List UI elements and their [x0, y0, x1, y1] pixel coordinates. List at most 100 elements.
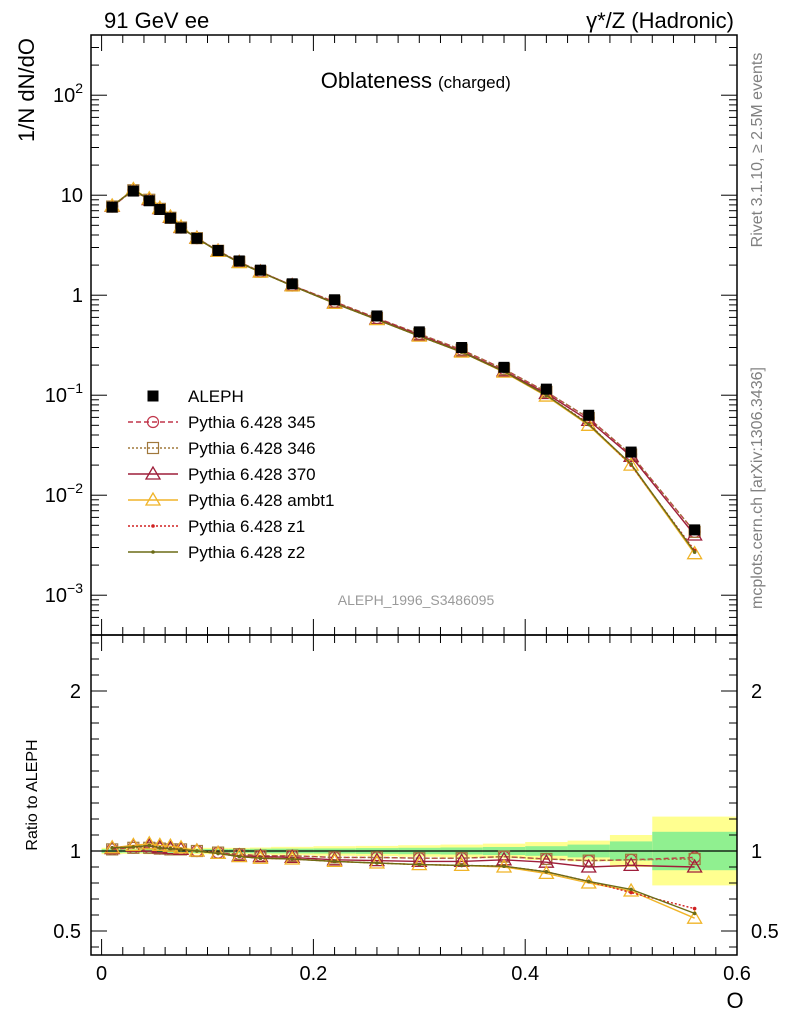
ratio-marker-pythia-6-428-ambt1: [104, 839, 121, 854]
ratio-y-tick-label-left: 0.5: [53, 921, 81, 943]
x-tick-label: 0.2: [299, 963, 327, 985]
main-y-tick-label: 10: [61, 185, 83, 207]
ratio-marker-pythia-6-428-z2: [195, 849, 199, 853]
legend-label-pythia-6-428-z1: Pythia 6.428 z1: [188, 517, 305, 536]
main-marker-aleph: [106, 201, 118, 213]
x-tick-label: 0.4: [511, 963, 539, 985]
x-axis-label: O: [726, 988, 743, 1013]
ratio-marker-pythia-6-428-z2: [290, 857, 295, 861]
legend-label-pythia-6-428-ambt1: Pythia 6.428 ambt1: [188, 491, 334, 510]
main-marker-aleph: [286, 278, 298, 290]
main-y-tick-label: 102: [53, 80, 83, 107]
ratio-series-layer: [104, 835, 703, 924]
ratio-marker-pythia-6-428-ambt1: [686, 909, 703, 924]
main-y-tick-labels: 10−3 10−2 10−1 1 10 102: [45, 80, 83, 607]
x-tick-labels: 0 0.2 0.4 0.6: [96, 963, 751, 985]
main-marker-aleph: [233, 255, 245, 267]
ratio-marker-pythia-6-428-ambt1: [162, 837, 179, 852]
ratio-marker-pythia-6-428-z2: [216, 851, 220, 856]
ratio-marker-pythia-6-428-z1: [629, 890, 633, 895]
ratio-marker-pythia-6-428-z2: [168, 846, 173, 851]
ratio-marker-pythia-6-428-z2: [147, 843, 152, 848]
main-y-tick-label: 10−1: [45, 380, 83, 407]
ratio-marker-pythia-6-428-346: [688, 852, 701, 866]
main-marker-aleph: [689, 524, 701, 536]
main-y-tick-label: 1: [72, 285, 83, 307]
ratio-marker-pythia-6-428-370: [368, 852, 386, 867]
main-marker-aleph: [164, 212, 176, 224]
main-marker-aleph: [143, 195, 155, 207]
main-marker-aleph: [212, 244, 224, 256]
ratio-marker-pythia-6-428-z2: [692, 911, 697, 916]
main-marker-pythia-6-428-z2: [629, 462, 633, 466]
main-series-layer: [104, 181, 703, 560]
ratio-axis-ticks: [91, 635, 738, 955]
main-marker-aleph: [625, 446, 637, 458]
ratio-y-tick-label-right: 0.5: [751, 921, 779, 943]
legend-marker-pythia-6-428-346: [146, 441, 160, 455]
ratio-marker-pythia-6-428-z2: [417, 862, 422, 867]
ratio-marker-pythia-6-428-ambt1: [411, 856, 428, 871]
ratio-y-tick-label-right: 1: [751, 841, 762, 863]
legend-marker-pythia-6-428-345: [146, 415, 160, 429]
legend-marker-pythia-6-428-ambt1: [144, 491, 162, 506]
ratio-marker-pythia-6-428-370: [411, 853, 428, 868]
ratio-marker-pythia-6-428-346: [497, 850, 511, 863]
main-marker-pythia-6-428-ambt1: [686, 545, 703, 560]
legend-label-pythia-6-428-346: Pythia 6.428 346: [188, 439, 316, 458]
main-title-text: Oblateness: [321, 68, 432, 93]
ratio-marker-pythia-6-428-346: [582, 854, 595, 867]
ratio-marker-pythia-6-428-z2: [158, 846, 162, 850]
main-marker-aleph: [498, 361, 510, 373]
ratio-marker-pythia-6-428-370: [686, 858, 703, 873]
ratio-marker-pythia-6-428-z2: [131, 845, 136, 849]
main-marker-aleph: [540, 383, 552, 395]
ratio-marker-pythia-6-428-ambt1: [252, 849, 269, 864]
ratio-marker-pythia-6-428-ambt1: [453, 857, 470, 872]
legend-label-pythia-6-428-z2: Pythia 6.428 z2: [188, 543, 305, 562]
ratio-marker-pythia-6-428-370: [580, 858, 597, 873]
ratio-y-axis-label: Ratio to ALEPH: [24, 739, 41, 850]
ratio-marker-pythia-6-428-370: [326, 851, 343, 866]
ratio-marker-pythia-6-428-370: [622, 857, 640, 872]
main-marker-aleph: [583, 409, 595, 421]
header-right-title: γ*/Z (Hadronic): [586, 8, 734, 33]
ratio-marker-pythia-6-428-ambt1: [172, 839, 190, 854]
ratio-y-tick-label-right: 2: [751, 681, 762, 703]
legend-label-pythia-6-428-370: Pythia 6.428 370: [188, 465, 316, 484]
ratio-marker-pythia-6-428-ambt1: [125, 837, 142, 852]
ratio-marker-pythia-6-428-346: [540, 852, 553, 866]
ratio-marker-pythia-6-428-z2: [375, 861, 379, 865]
ratio-marker-pythia-6-428-z2: [110, 846, 114, 850]
mcplots-label: mcplots.cern.ch [arXiv:1306.3436]: [749, 367, 766, 609]
main-marker-pythia-6-428-z2: [692, 550, 697, 554]
ratio-marker-pythia-6-428-z2: [502, 864, 506, 868]
ratio-marker-pythia-6-428-ambt1: [284, 850, 301, 865]
ratio-marker-pythia-6-428-370: [252, 848, 269, 863]
main-title-subtitle: (charged): [438, 73, 511, 92]
ratio-y-tick-labels: 0.5 0.5 1 1 2 2: [53, 681, 779, 943]
legend-marker-pythia-6-428-z2: [151, 550, 155, 554]
ratio-line-pythia-6-428-346: [112, 847, 695, 862]
main-marker-aleph: [413, 326, 425, 338]
ratio-marker-pythia-6-428-z2: [544, 870, 549, 874]
ratio-marker-pythia-6-428-z2: [459, 863, 464, 868]
ratio-marker-pythia-6-428-z2: [629, 887, 633, 892]
legend-marker-pythia-6-428-z1: [151, 524, 155, 528]
ratio-marker-pythia-6-428-z1: [692, 906, 697, 911]
main-title: Oblateness (charged): [321, 68, 511, 93]
ratio-marker-pythia-6-428-z2: [258, 856, 263, 860]
ratio-marker-pythia-6-428-370: [284, 849, 301, 864]
main-y-axis-label: 1/N dN/dO: [14, 38, 39, 142]
main-y-tick-label: 10−2: [45, 480, 83, 507]
legend-marker-pythia-6-428-370: [144, 465, 162, 480]
reference-tag: ALEPH_1996_S3486095: [338, 592, 495, 608]
ratio-y-tick-label-left: 2: [70, 681, 81, 703]
x-tick-label: 0: [96, 963, 107, 985]
ratio-marker-pythia-6-428-ambt1: [141, 835, 158, 850]
ratio-panel: 0.5 0.5 1 1 2 2 0 0.2 0.4 0.6 Ratio to ALEPH O: [24, 634, 779, 1013]
legend-label-aleph: ALEPH: [188, 387, 244, 406]
main-marker-aleph: [329, 294, 341, 306]
ratio-marker-pythia-6-428-ambt1: [326, 853, 343, 868]
